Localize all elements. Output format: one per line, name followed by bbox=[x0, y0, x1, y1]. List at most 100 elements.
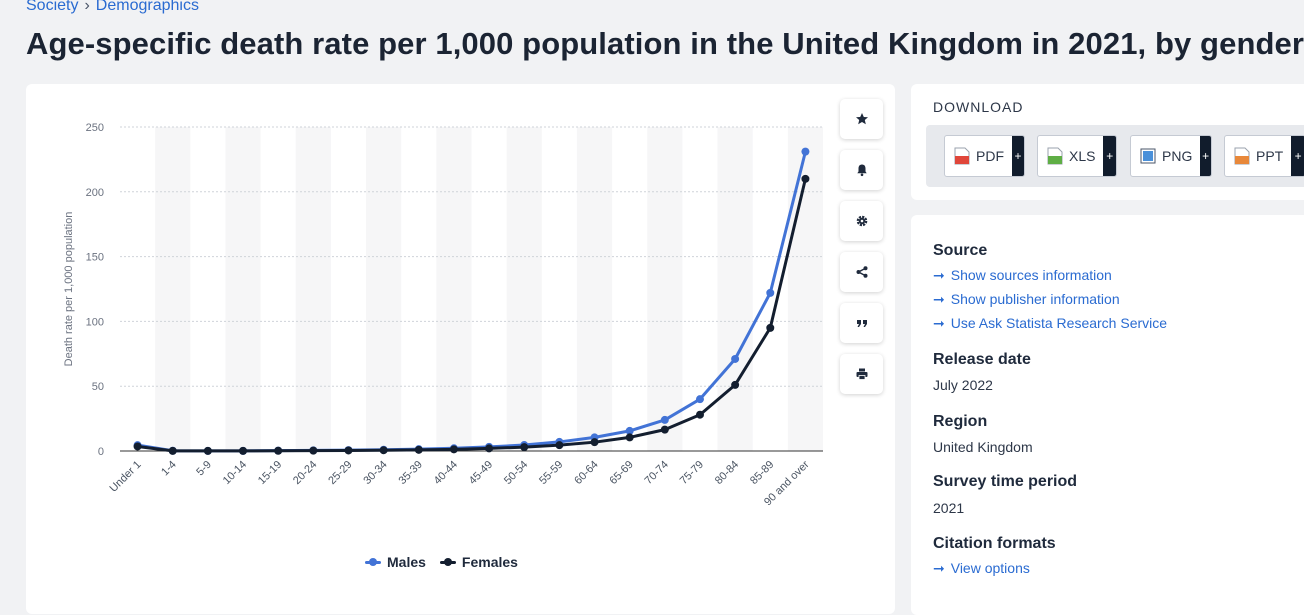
survey-period-heading: Survey time period bbox=[933, 473, 1078, 490]
line-chart: 0 50 100 150 200 250 Death rate per 1,000 popu… bbox=[63, 122, 823, 508]
show-sources-label: Show sources information bbox=[950, 267, 1112, 283]
x-tick-label: 10-14 bbox=[221, 459, 249, 487]
x-tick-label: 35-39 bbox=[397, 459, 425, 487]
legend-label-females: Females bbox=[461, 554, 518, 570]
data-point-females bbox=[520, 443, 529, 452]
x-tick-label: 60-64 bbox=[572, 459, 600, 487]
ask-statista-label: Use Ask Statista Research Service bbox=[950, 315, 1168, 331]
settings-button[interactable] bbox=[840, 201, 883, 241]
view-options-label: View options bbox=[950, 560, 1030, 576]
print-button[interactable] bbox=[840, 354, 883, 394]
x-tick-label: 20-24 bbox=[291, 459, 319, 487]
column-band bbox=[717, 127, 753, 451]
legend-marker-males bbox=[365, 557, 381, 567]
info-card: Source ➞ Show sources information ➞ Show p… bbox=[911, 215, 1304, 615]
quote-icon bbox=[856, 320, 867, 327]
download-ppt-button[interactable]: PPT + bbox=[1224, 135, 1304, 177]
download-title: DOWNLOAD bbox=[933, 99, 1024, 115]
download-xls-label: XLS bbox=[1069, 148, 1096, 164]
data-point-females bbox=[485, 444, 494, 453]
y-tick-label: 0 bbox=[98, 446, 104, 458]
data-point-females bbox=[274, 446, 283, 455]
column-band bbox=[506, 127, 542, 451]
show-publisher-link[interactable]: ➞ Show publisher information bbox=[933, 291, 1120, 308]
x-tick-label: 85-89 bbox=[748, 459, 776, 487]
column-band bbox=[295, 127, 331, 451]
column-band bbox=[155, 127, 191, 451]
arrow-right-icon: ➞ bbox=[933, 291, 945, 307]
x-tick-label: 55-59 bbox=[537, 459, 565, 487]
release-date-heading: Release date bbox=[933, 351, 1031, 368]
data-point-females bbox=[344, 446, 353, 455]
y-tick-label: 100 bbox=[86, 316, 104, 328]
arrow-right-icon: ➞ bbox=[933, 315, 945, 331]
x-tick-label: 40-44 bbox=[432, 459, 460, 487]
ask-statista-link[interactable]: ➞ Use Ask Statista Research Service bbox=[933, 315, 1167, 332]
x-tick-label: 25-29 bbox=[326, 459, 354, 487]
data-point-females bbox=[766, 323, 775, 332]
download-pdf-label: PDF bbox=[976, 148, 1004, 164]
legend-item-females[interactable]: Females bbox=[439, 554, 518, 570]
chart-toolbar bbox=[840, 99, 883, 405]
legend-label-males: Males bbox=[387, 554, 426, 570]
x-tick-label: 15-19 bbox=[256, 459, 284, 487]
chart-legend: Males Females bbox=[365, 554, 518, 570]
data-point-females bbox=[695, 410, 704, 419]
arrow-right-icon: ➞ bbox=[933, 267, 945, 283]
show-sources-link[interactable]: ➞ Show sources information bbox=[933, 267, 1112, 284]
share-button[interactable] bbox=[840, 252, 883, 292]
arrow-right-icon: ➞ bbox=[933, 560, 945, 576]
data-point-males bbox=[695, 395, 704, 404]
data-point-females bbox=[309, 446, 318, 455]
column-band bbox=[436, 127, 472, 451]
data-point-females bbox=[801, 174, 810, 183]
breadcrumb-separator: › bbox=[84, 0, 90, 14]
data-point-males bbox=[766, 288, 775, 297]
cite-button[interactable] bbox=[840, 303, 883, 343]
print-icon bbox=[856, 368, 867, 380]
png-file-icon bbox=[1140, 147, 1156, 165]
notification-button[interactable] bbox=[840, 150, 883, 190]
plus-icon: + bbox=[1103, 136, 1116, 176]
breadcrumb-demographics[interactable]: Demographics bbox=[95, 0, 199, 14]
legend-item-males[interactable]: Males bbox=[365, 554, 426, 570]
data-point-males bbox=[731, 354, 740, 363]
bell-icon bbox=[856, 164, 867, 177]
pdf-file-icon bbox=[954, 147, 970, 165]
data-point-females bbox=[168, 446, 177, 455]
y-tick-label: 50 bbox=[92, 381, 104, 393]
view-options-link[interactable]: ➞ View options bbox=[933, 560, 1030, 577]
survey-period-value: 2021 bbox=[933, 500, 965, 516]
region-value: United Kingdom bbox=[933, 439, 1033, 455]
favorite-button[interactable] bbox=[840, 99, 883, 139]
x-tick-label: 75-79 bbox=[678, 459, 706, 487]
gear-icon bbox=[856, 215, 867, 227]
column-band bbox=[366, 127, 402, 451]
data-point-females bbox=[239, 446, 248, 455]
source-heading: Source bbox=[933, 242, 988, 259]
download-ppt-label: PPT bbox=[1256, 148, 1284, 164]
download-bar: PDF + XLS + PNG + PPT + bbox=[926, 125, 1304, 187]
data-point-males bbox=[801, 147, 810, 156]
data-point-males bbox=[660, 415, 669, 424]
x-tick-label: 1-4 bbox=[159, 459, 179, 479]
plus-icon: + bbox=[1012, 136, 1024, 176]
release-date-value: July 2022 bbox=[933, 377, 993, 393]
breadcrumb-society[interactable]: Society bbox=[26, 0, 79, 14]
data-point-females bbox=[731, 380, 740, 389]
download-xls-button[interactable]: XLS + bbox=[1037, 135, 1117, 177]
x-tick-label: 50-54 bbox=[502, 459, 530, 487]
download-png-button[interactable]: PNG + bbox=[1130, 135, 1212, 177]
column-band bbox=[225, 127, 261, 451]
download-card: DOWNLOAD PDF + XLS + PNG + PPT + bbox=[911, 84, 1304, 200]
data-point-females bbox=[449, 445, 458, 454]
x-tick-label: 80-84 bbox=[713, 459, 741, 487]
breadcrumb: Society › Demographics bbox=[26, 0, 199, 15]
download-pdf-button[interactable]: PDF + bbox=[944, 135, 1025, 177]
column-band bbox=[576, 127, 613, 451]
plus-icon: + bbox=[1291, 136, 1304, 176]
data-point-males bbox=[625, 426, 634, 435]
download-png-label: PNG bbox=[1162, 148, 1193, 164]
data-point-females bbox=[625, 433, 634, 442]
data-point-females bbox=[379, 446, 388, 455]
